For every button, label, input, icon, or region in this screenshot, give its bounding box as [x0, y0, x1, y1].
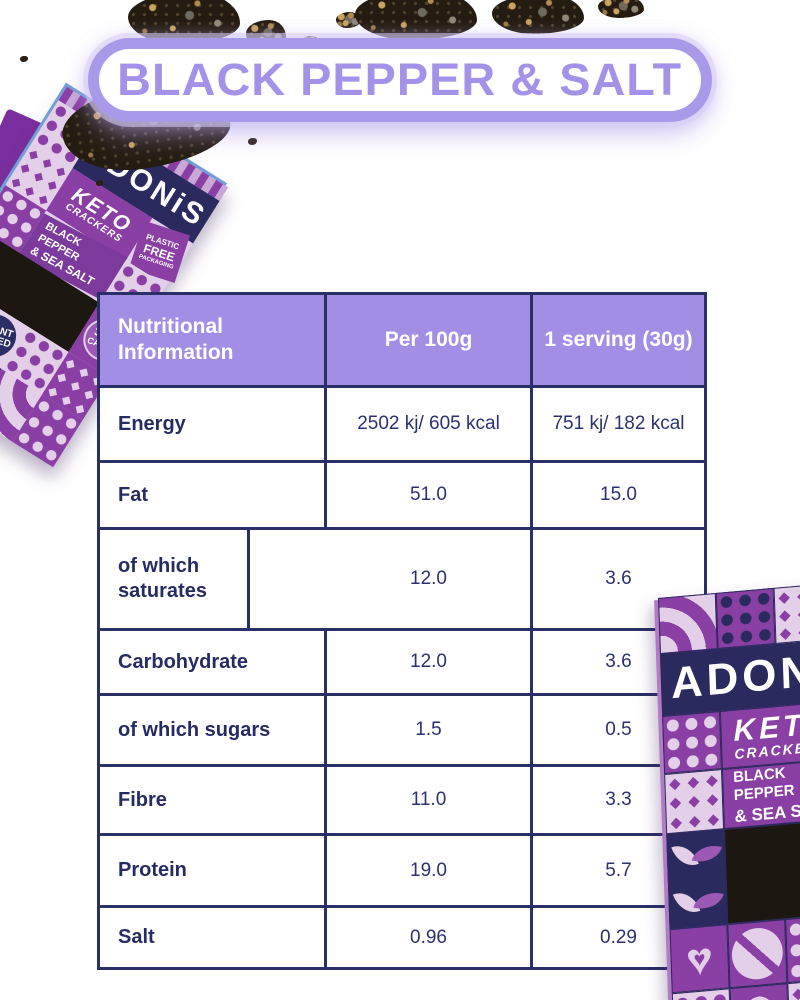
row-value-serving: 751 kj/ 182 kcal: [552, 413, 685, 434]
row-label: of which sugars: [100, 696, 327, 764]
table-row-fibre: Fibre 11.0 3.3: [100, 764, 704, 833]
table-row-saturates: of which saturates 12.0 3.6: [100, 527, 704, 628]
flavor-label: BLACK PEPPER & SEA SALT: [721, 758, 800, 830]
crumb-photo: [355, 0, 477, 40]
row-label: Salt: [100, 908, 327, 967]
pattern-arc-tile: [658, 592, 718, 655]
row-value-per100g: 11.0: [327, 767, 533, 833]
row-value-serving: 15.0: [600, 484, 637, 505]
row-label: Energy: [100, 388, 327, 460]
row-label: Fat: [100, 463, 327, 527]
row-value-serving: 3.6: [605, 568, 632, 589]
row-value-serving: 5.7: [605, 859, 632, 881]
product-name: KETO CRACKERS: [719, 700, 800, 770]
crumb-photo: [336, 12, 360, 28]
row-value-per100g: 2502 kj/ 605 kcal: [327, 388, 533, 460]
table-row-energy: Energy 2502 kj/ 605 kcal 751 kj/ 182 kca…: [100, 385, 704, 460]
flavor-line1: BLACK PEPPER: [732, 764, 795, 805]
pattern-diamond-tile: ◆◆◆◆◆◆◆◆◆: [773, 582, 800, 644]
header-nutritional-information: Nutritional Information: [100, 295, 327, 385]
leaf-pair: [672, 886, 724, 919]
table-row-fat: Fat 51.0 15.0: [100, 460, 704, 527]
pattern-dots-tile: [662, 711, 722, 775]
crumb-photo: [492, 0, 584, 34]
crumb-speck: [248, 138, 257, 145]
row-value-serving: 3.3: [605, 789, 632, 810]
nutrition-table: Nutritional Information Per 100g 1 servi…: [97, 292, 707, 970]
pattern-circle-slash-tile: [727, 919, 788, 989]
cracker-window-photo: [724, 813, 800, 925]
row-value-per100g: 12.0: [327, 530, 533, 628]
pattern-diamond-tile: ◆◆◆◆◆◆◆◆◆: [664, 769, 725, 835]
pattern-dots-tile: [715, 587, 776, 649]
row-value-per100g: 0.96: [327, 908, 533, 967]
header-per-100g: Per 100g: [327, 295, 533, 385]
title-banner: BLACK PEPPER & SALT: [88, 38, 712, 122]
table-row-sugars: of which sugars 1.5 0.5: [100, 693, 704, 764]
table-row-protein: Protein 19.0 5.7: [100, 833, 704, 905]
row-label: Fibre: [100, 767, 327, 833]
row-value-serving: 3.6: [605, 651, 632, 672]
row-value-per100g: 1.5: [327, 696, 533, 764]
row-label: Carbohydrate: [100, 631, 327, 693]
pattern-dots-tile: [785, 914, 800, 984]
row-value-per100g: 19.0: [327, 836, 533, 905]
table-row-carbohydrate: Carbohydrate 12.0 3.6: [100, 628, 704, 693]
table-row-salt: Salt 0.96 0.29: [100, 905, 704, 967]
product-package-right: ◆◆◆◆◆◆◆◆◆ ADONiS KETO CRACKERS ◆◆◆◆◆◆◆◆◆…: [658, 577, 800, 1000]
page-title: BLACK PEPPER & SALT: [117, 54, 683, 105]
header-1-serving: 1 serving (30g): [544, 327, 693, 351]
crumb-speck: [20, 56, 28, 62]
brand-text: ADONiS: [670, 642, 800, 709]
leaf-pair: [671, 839, 723, 872]
pattern-heart-tile: ♥ ♥: [669, 924, 730, 994]
crumb-speck: [96, 180, 103, 186]
row-value-serving: 0.5: [605, 719, 632, 740]
row-label: Protein: [100, 836, 327, 905]
crumb-photo: [598, 0, 644, 18]
table-header-row: Nutritional Information Per 100g 1 servi…: [100, 295, 704, 385]
crumb-photo: [128, 0, 240, 44]
row-value-serving: 0.29: [600, 926, 637, 948]
pattern-leaf-tile: [666, 829, 728, 930]
crumb-speck: [214, 120, 226, 129]
row-value-per100g: 12.0: [327, 631, 533, 693]
row-label: of which saturates: [100, 530, 250, 628]
heart-icon: ♥: [693, 948, 706, 972]
row-value-per100g: 51.0: [327, 463, 533, 527]
